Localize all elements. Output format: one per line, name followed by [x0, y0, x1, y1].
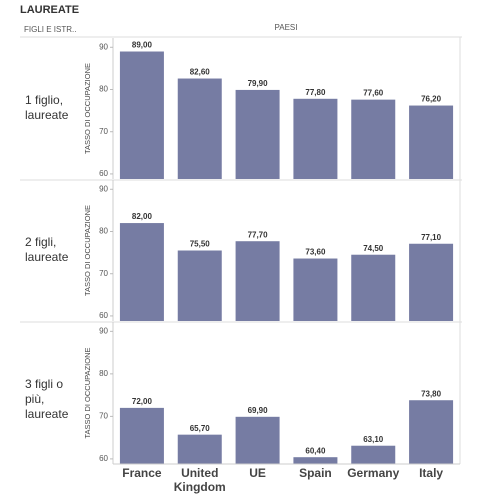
bar	[409, 243, 454, 321]
bar	[293, 98, 338, 179]
y-tick-label: 70	[99, 411, 108, 420]
row-label: 2 figli, laureate	[25, 234, 69, 264]
bar	[119, 223, 164, 321]
x-tick-label: France	[122, 466, 162, 480]
row-label: 3 figli o più, laureate	[25, 377, 69, 421]
y-tick-label: 80	[99, 227, 108, 236]
bar	[119, 407, 164, 464]
x-tick-label: Germany	[347, 466, 400, 480]
value-label: 75,50	[190, 240, 211, 249]
bar	[235, 89, 280, 179]
x-tick-label: Italy	[419, 466, 444, 480]
value-label: 63,10	[363, 435, 384, 444]
y-tick-label: 70	[99, 127, 108, 136]
bar	[235, 241, 280, 321]
y-tick-label: 90	[99, 184, 108, 193]
value-label: 82,60	[190, 68, 211, 77]
bar	[351, 445, 396, 464]
value-label: 77,60	[363, 89, 384, 98]
bar	[351, 99, 396, 179]
value-label: 60,40	[305, 446, 326, 455]
x-tick-label: United Kingdom	[173, 466, 226, 494]
chart-title: LAUREATE	[20, 4, 79, 16]
y-tick-label: 80	[99, 85, 108, 94]
value-label: 69,90	[248, 406, 269, 415]
value-label: 77,80	[305, 88, 326, 97]
value-label: 65,70	[190, 424, 211, 433]
bar	[351, 254, 396, 321]
y-tick-label: 90	[99, 42, 108, 51]
value-label: 77,70	[248, 230, 269, 239]
value-label: 72,00	[132, 397, 153, 406]
value-label: 89,00	[132, 41, 153, 50]
bar	[177, 434, 222, 464]
bar	[177, 78, 222, 179]
y-axis-label: TASSO DI OCCUPAZIONE	[83, 348, 92, 439]
value-label: 77,10	[421, 233, 442, 242]
y-tick-label: 60	[99, 169, 108, 178]
value-label: 76,20	[421, 95, 442, 104]
value-label: 73,80	[421, 389, 442, 398]
y-axis-label: TASSO DI OCCUPAZIONE	[83, 205, 92, 296]
bar	[177, 250, 222, 321]
bar	[293, 258, 338, 321]
value-label: 82,00	[132, 212, 153, 221]
y-tick-label: 90	[99, 326, 108, 335]
y-tick-label: 60	[99, 454, 108, 463]
bar	[409, 400, 454, 464]
bar	[293, 457, 338, 464]
y-tick-label: 80	[99, 369, 108, 378]
y-tick-label: 60	[99, 311, 108, 320]
value-label: 79,90	[248, 79, 269, 88]
bar	[235, 416, 280, 464]
y-tick-label: 70	[99, 269, 108, 278]
bar	[409, 105, 454, 179]
row-header: FIGLI E ISTR..	[24, 25, 76, 34]
y-axis-label: TASSO DI OCCUPAZIONE	[83, 63, 92, 154]
x-tick-label: Spain	[299, 466, 332, 480]
value-label: 74,50	[363, 244, 384, 253]
column-header: PAESI	[275, 23, 298, 32]
bar	[119, 51, 164, 179]
row-label: 1 figlio, laureate	[25, 92, 69, 122]
value-label: 73,60	[305, 248, 326, 257]
x-tick-label: UE	[249, 466, 266, 480]
